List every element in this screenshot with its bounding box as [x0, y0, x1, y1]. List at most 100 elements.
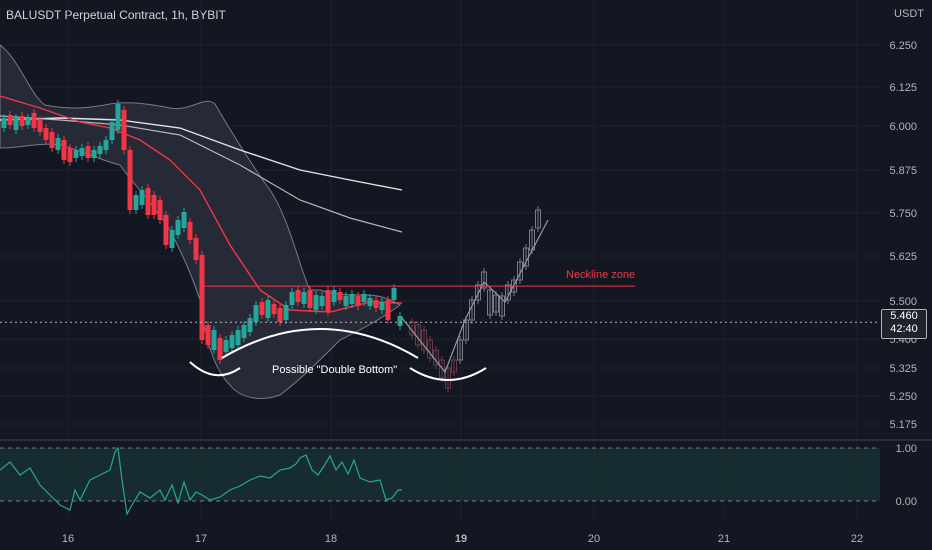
price-tick-label: 5.750 — [889, 208, 917, 220]
projected-candle-body — [487, 289, 493, 316]
projected-candle-body — [475, 284, 481, 301]
price-tick-label: 5.175 — [889, 419, 917, 431]
candle-body — [253, 305, 259, 322]
candle-body — [259, 302, 265, 315]
candle-body — [277, 308, 283, 322]
candle-body — [31, 113, 37, 128]
time-tick-label: 21 — [718, 533, 730, 545]
projected-candle-body — [481, 271, 487, 289]
neckline-label: Neckline zone — [566, 269, 636, 281]
oscillator-band — [0, 448, 880, 501]
candle-body — [241, 325, 247, 338]
time-tick-label: 20 — [588, 533, 600, 545]
osc-tick-label: 0.00 — [896, 496, 917, 508]
projected-candle-body — [421, 329, 427, 351]
candle-body — [97, 146, 103, 154]
candle-body — [25, 118, 31, 125]
oscillator-line — [0, 446, 402, 516]
candle-body — [91, 150, 97, 158]
candle-body — [73, 150, 79, 158]
candle-body — [175, 220, 181, 235]
candle-body — [271, 304, 277, 314]
projected-candle-body — [499, 295, 505, 317]
chart-title: BALUSDT Perpetual Contract, 1h, BYBIT — [6, 8, 226, 22]
candle-body — [43, 128, 49, 140]
time-tick-label: 17 — [195, 533, 207, 545]
countdown-value: 42:40 — [890, 323, 918, 335]
price-tick-label: 6.250 — [889, 40, 917, 52]
projected-candle-body — [535, 209, 541, 229]
candle-body — [7, 115, 13, 125]
candle-body — [391, 288, 397, 300]
candle-body — [139, 190, 145, 205]
projected-candle-body — [517, 261, 523, 281]
currency-label: USDT — [894, 8, 924, 20]
candle-body — [13, 118, 19, 130]
candle-body — [397, 316, 403, 326]
projected-candle-body — [457, 339, 463, 361]
last-price-value: 5.460 — [890, 310, 918, 322]
candle-body — [361, 294, 367, 302]
double-bottom-label: Possible "Double Bottom" — [272, 364, 398, 376]
candle-body — [373, 300, 379, 308]
candle-body — [313, 295, 319, 310]
candle-body — [367, 298, 373, 306]
time-tick-label: 22 — [851, 533, 863, 545]
candle-body — [349, 294, 355, 304]
candle-body — [187, 222, 193, 240]
projected-candle-body — [451, 359, 457, 373]
candle-body — [79, 148, 85, 156]
candle-body — [55, 138, 61, 150]
candle-body — [331, 290, 337, 302]
time-tick-label: 18 — [325, 533, 337, 545]
candle-body — [133, 195, 139, 210]
candle-body — [247, 318, 253, 332]
candle-body — [115, 104, 121, 130]
candle-body — [355, 296, 361, 306]
candle-body — [157, 200, 163, 220]
candle-body — [337, 292, 343, 300]
candle-body — [151, 195, 157, 215]
candle-body — [109, 122, 115, 140]
price-tick-label: 5.875 — [889, 165, 917, 177]
price-tick-label: 6.000 — [889, 121, 917, 133]
projected-candle-body — [439, 359, 445, 379]
bottom-arc-right — [409, 367, 487, 381]
candle-body — [169, 230, 175, 248]
candle-body — [307, 290, 313, 308]
candle-body — [85, 146, 91, 158]
time-tick-label: 19 — [455, 533, 467, 545]
projected-candle-body — [463, 319, 469, 341]
bottom-arc-left — [189, 361, 241, 377]
candle-body — [127, 150, 133, 210]
candle-body — [265, 300, 271, 318]
candle-body — [19, 116, 25, 126]
ma-mid-line — [0, 115, 403, 233]
time-tick-label: 16 — [62, 533, 74, 545]
candle-body — [193, 238, 199, 260]
candle-body — [37, 120, 43, 132]
candle-body — [211, 330, 217, 350]
candle-body — [67, 148, 73, 162]
candle-body — [379, 302, 385, 310]
candle-body — [223, 340, 229, 352]
candle-body — [1, 118, 7, 128]
bollinger-band — [0, 44, 401, 399]
projected-candle-body — [427, 339, 433, 359]
candle-body — [199, 255, 205, 340]
price-tick-label: 5.625 — [889, 251, 917, 263]
candle-body — [61, 140, 67, 160]
candle-body — [385, 300, 391, 320]
candle-body — [229, 335, 235, 348]
last-price-tag: 5.460 42:40 — [881, 309, 927, 339]
osc-tick-label: 1.00 — [896, 443, 917, 455]
projected-candle-body — [493, 294, 499, 313]
candle-body — [343, 296, 349, 306]
candle-body — [121, 110, 127, 150]
price-tick-label: 5.500 — [889, 296, 917, 308]
candle-body — [301, 292, 307, 304]
candle-body — [295, 290, 301, 302]
candle-body — [163, 215, 169, 245]
price-tick-label: 5.250 — [889, 391, 917, 403]
